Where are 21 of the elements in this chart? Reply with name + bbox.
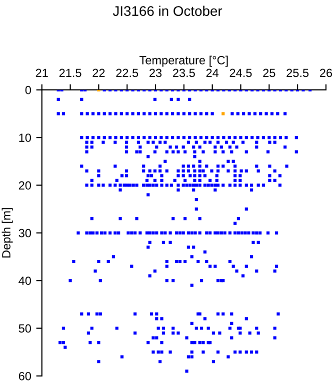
x-tick-label: 22.5 xyxy=(116,68,138,78)
chart-title: JI3166 in October xyxy=(112,6,222,16)
x-tick-label: 24.5 xyxy=(230,68,252,78)
x-tick-label: 26 xyxy=(320,68,332,78)
y-tick-label: 40 xyxy=(18,276,31,285)
x-axis-title: Temperature [°C] xyxy=(140,56,228,67)
x-tick-label: 23 xyxy=(150,68,162,78)
y-tick-label: 60 xyxy=(18,372,31,380)
x-tick-label: 23.5 xyxy=(173,68,195,78)
x-tick-label: 22 xyxy=(92,68,105,77)
x-tick-label: 21.5 xyxy=(59,68,82,78)
x-tick-label: 25 xyxy=(263,68,276,78)
y-tick-label: 0 xyxy=(25,86,31,94)
x-tick-label: 25.5 xyxy=(286,68,309,78)
x-tick-label: 24 xyxy=(206,68,219,77)
y-tick-label: 20 xyxy=(18,181,31,190)
y-tick-label: 10 xyxy=(19,134,31,142)
y-tick-label: 30 xyxy=(18,228,31,238)
y-axis-title: Depth [m] xyxy=(2,208,13,258)
x-tick-label: 21 xyxy=(36,68,48,77)
y-tick-label: 50 xyxy=(18,324,31,333)
